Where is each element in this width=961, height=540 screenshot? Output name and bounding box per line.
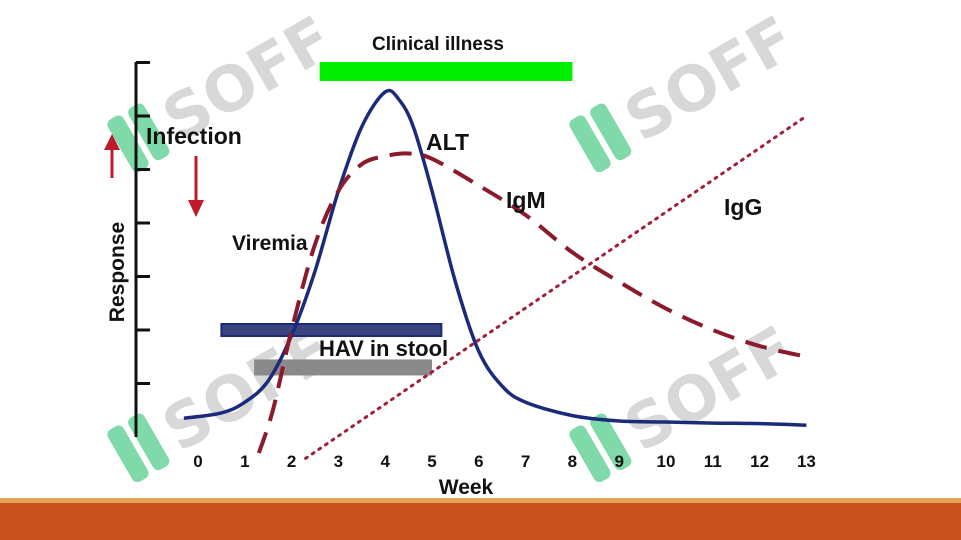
series-line-igg: [304, 114, 808, 460]
watermark-4: SOFF: [569, 312, 807, 483]
x-tick-label-0: 0: [193, 452, 202, 471]
x-tick-label-10: 10: [657, 452, 676, 471]
infection-marker: [104, 134, 204, 217]
y-axis-ticks: [136, 61, 150, 385]
x-tick-label-11: 11: [704, 452, 722, 471]
x-tick-label-1: 1: [240, 452, 249, 471]
watermark-text: SOFF: [612, 2, 806, 156]
x-tick-label-9: 9: [614, 452, 623, 471]
x-axis-label: Week: [439, 476, 494, 499]
watermark-logo-bar-1: [107, 425, 149, 483]
x-tick-label-8: 8: [568, 452, 577, 471]
watermark-2: SOFF: [569, 2, 807, 173]
x-tick-label-4: 4: [380, 452, 390, 471]
alt-label: ALT: [426, 129, 469, 155]
infection-down-arrowhead: [188, 200, 204, 217]
x-tick-label-2: 2: [287, 452, 296, 471]
infection-up-arrowhead: [104, 134, 120, 150]
x-tick-label-12: 12: [750, 452, 769, 471]
series-layer: [183, 88, 808, 460]
watermark-logo-bar-2: [590, 413, 632, 471]
watermark-logo-bar-2: [128, 413, 170, 471]
series-line-igm: [256, 151, 807, 454]
x-tick-label-6: 6: [474, 452, 483, 471]
watermark-logo-bar-1: [569, 115, 611, 173]
footer-band: [0, 503, 961, 540]
footer-accent-line: [0, 498, 961, 503]
viremia-label: Viremia: [232, 232, 308, 255]
watermark-logo-bar-2: [128, 103, 170, 161]
y-axis-label: Response: [106, 222, 129, 322]
x-tick-label-5: 5: [427, 452, 436, 471]
hav-in-stool-label: HAV in stool: [319, 336, 448, 361]
watermark-logo-bar-2: [590, 103, 632, 161]
clinical-illness-label: Clinical illness: [372, 34, 504, 55]
viremia-bar: [220, 323, 443, 337]
hav-in-stool-bar: [254, 359, 432, 376]
clinical-illness-bar: [319, 62, 573, 81]
series-line-alt: [183, 88, 807, 427]
infection-label: Infection: [146, 123, 242, 149]
watermark-text: SOFF: [612, 312, 806, 466]
watermark-logo-bar-1: [569, 425, 611, 483]
igg-label: IgG: [724, 194, 762, 220]
x-tick-label-13: 13: [797, 452, 816, 471]
watermark-3: SOFF: [107, 312, 345, 483]
igm-label: IgM: [506, 187, 546, 213]
watermark-1: SOFF: [107, 2, 345, 173]
x-tick-label-3: 3: [334, 452, 343, 471]
x-tick-label-7: 7: [521, 452, 530, 471]
x-axis-ticks: 0 1 2 3 4 5 6 7 8 9 10 11 12 13: [193, 452, 816, 471]
watermark-logo-bar-1: [107, 115, 149, 173]
